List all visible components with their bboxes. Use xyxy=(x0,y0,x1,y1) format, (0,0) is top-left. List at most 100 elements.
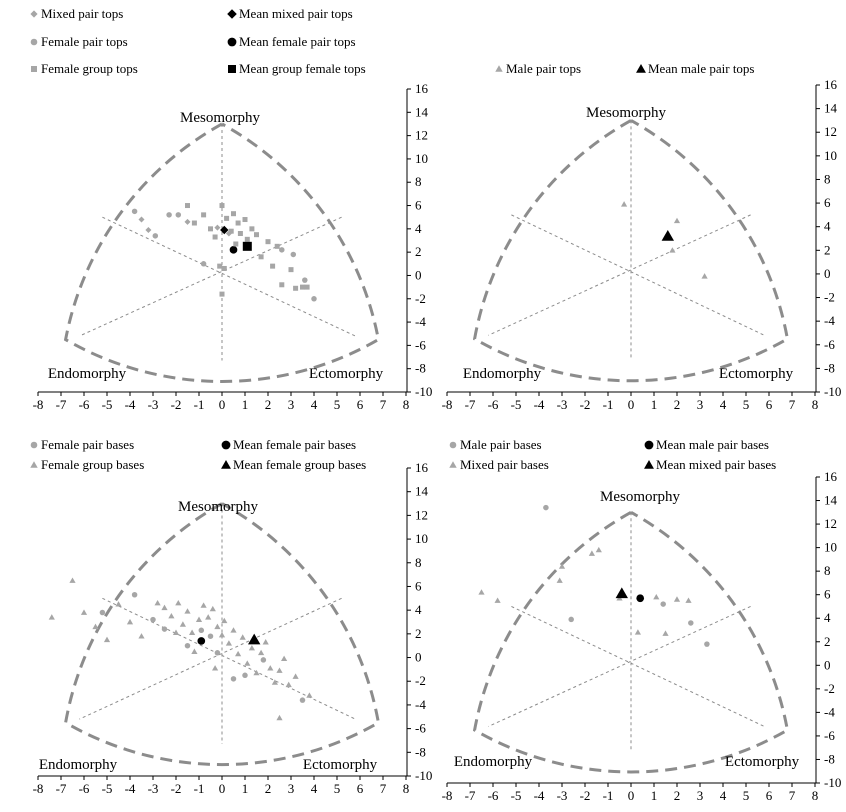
data-point xyxy=(253,669,260,676)
x-tick-label: -4 xyxy=(125,397,136,412)
data-point xyxy=(191,648,198,654)
x-tick-label: 3 xyxy=(697,788,704,803)
data-point xyxy=(145,227,152,234)
data-point xyxy=(661,229,674,241)
data-point xyxy=(230,627,237,633)
data-point xyxy=(235,220,241,226)
somatochart-frame xyxy=(472,119,790,383)
data-point xyxy=(248,644,255,651)
y-tick-label: 6 xyxy=(415,198,422,213)
data-point xyxy=(212,665,219,671)
x-tick-label: 2 xyxy=(265,397,272,412)
label-endomorphy: Endomorphy xyxy=(454,754,533,770)
data-point xyxy=(595,546,602,553)
data-point xyxy=(685,597,692,603)
data-point xyxy=(184,218,191,225)
data-point xyxy=(80,609,88,615)
x-tick-label: -1 xyxy=(194,781,205,796)
legend-label: Mean female pair tops xyxy=(239,34,356,49)
data-point xyxy=(221,617,228,624)
label-mesomorphy: Mesomorphy xyxy=(180,110,260,126)
x-tick-label: -6 xyxy=(79,781,90,796)
y-tick-label: 12 xyxy=(824,124,837,139)
legend-marker-triangle xyxy=(644,460,654,469)
y-tick-label: 6 xyxy=(824,195,831,210)
y-tick-label: -6 xyxy=(415,337,426,352)
y-tick-label: -10 xyxy=(824,384,841,399)
data-point xyxy=(235,650,242,657)
x-tick-label: -8 xyxy=(442,397,453,412)
series-female-pair-tops xyxy=(131,208,317,302)
data-point xyxy=(92,623,99,630)
y-tick-label: 10 xyxy=(824,540,837,555)
x-tick-label: -1 xyxy=(194,397,205,412)
y-tick-label: 10 xyxy=(415,151,428,166)
legend-marker-triangle xyxy=(221,460,231,469)
y-tick-label: 16 xyxy=(824,77,838,92)
x-tick-label: -7 xyxy=(56,781,67,796)
series-mean-male-pair-tops xyxy=(661,229,674,241)
data-point xyxy=(299,697,306,703)
legend: Female pair bases Mean female pair bases F… xyxy=(30,437,366,472)
data-point xyxy=(293,285,299,291)
data-point xyxy=(154,599,161,606)
x-tick-label: 2 xyxy=(674,788,681,803)
data-point xyxy=(161,626,168,632)
x-tick-label: 7 xyxy=(380,397,387,412)
x-tick-label: 5 xyxy=(334,397,341,412)
panel-bottom-right: -8 -7 -6 -5 -4 -3 -2 -1 0 1 2 3 4 5 6 7 81614121086420-2… xyxy=(442,437,842,803)
data-point xyxy=(99,609,106,616)
data-point xyxy=(175,212,182,218)
data-point xyxy=(69,577,76,583)
data-point xyxy=(302,277,308,283)
x-tick-label: -5 xyxy=(102,397,113,412)
x-tick-label: -1 xyxy=(603,788,614,803)
y-tick-label: -4 xyxy=(415,697,426,712)
data-point xyxy=(568,616,574,623)
data-point xyxy=(634,629,641,635)
y-tick-label: 16 xyxy=(824,469,838,484)
data-point xyxy=(267,665,274,671)
data-point xyxy=(172,629,180,635)
y-tick-label: -4 xyxy=(824,704,835,719)
data-point xyxy=(175,599,182,606)
x-tick-label: 5 xyxy=(334,781,341,796)
label-endomorphy: Endomorphy xyxy=(463,366,542,382)
x-tick-label: 0 xyxy=(628,397,635,412)
x-tick-label: 0 xyxy=(219,781,226,796)
guide-line xyxy=(102,216,356,337)
x-tick-label: 2 xyxy=(265,781,272,796)
y-tick-label: 16 xyxy=(415,460,429,475)
series-mean-mixed-pair-tops xyxy=(220,225,229,235)
y-tick-label: 12 xyxy=(415,128,428,143)
data-point xyxy=(217,263,223,269)
y-tick-label: -6 xyxy=(415,721,426,736)
data-point xyxy=(219,203,225,209)
y-tick-label: 0 xyxy=(824,657,831,672)
series-mean-mixed-pair-bases xyxy=(615,587,628,599)
data-point xyxy=(237,231,243,237)
x-tick-label: -3 xyxy=(148,781,159,796)
y-tick-label: 2 xyxy=(824,634,831,649)
legend-marker-circle xyxy=(221,440,231,450)
legend: Male pair bases Mean male pair bases Mixed… xyxy=(449,437,776,472)
x-tick-label: 8 xyxy=(403,397,410,412)
data-point xyxy=(254,232,259,238)
label-mesomorphy: Mesomorphy xyxy=(586,105,666,121)
data-point xyxy=(306,692,313,698)
data-point xyxy=(230,676,237,682)
data-point xyxy=(197,637,206,645)
data-point xyxy=(258,254,264,260)
data-point xyxy=(288,267,294,273)
data-point xyxy=(231,211,236,217)
data-point xyxy=(233,241,239,247)
y-tick-label: 14 xyxy=(415,104,429,119)
legend-label: Mixed pair tops xyxy=(41,6,123,21)
data-point xyxy=(304,284,310,290)
x-tick-label: -1 xyxy=(603,397,614,412)
x-tick-label: -5 xyxy=(102,781,113,796)
data-point xyxy=(201,212,207,218)
y-tick-label: 4 xyxy=(824,219,831,234)
y-tick-label: -2 xyxy=(824,290,835,305)
